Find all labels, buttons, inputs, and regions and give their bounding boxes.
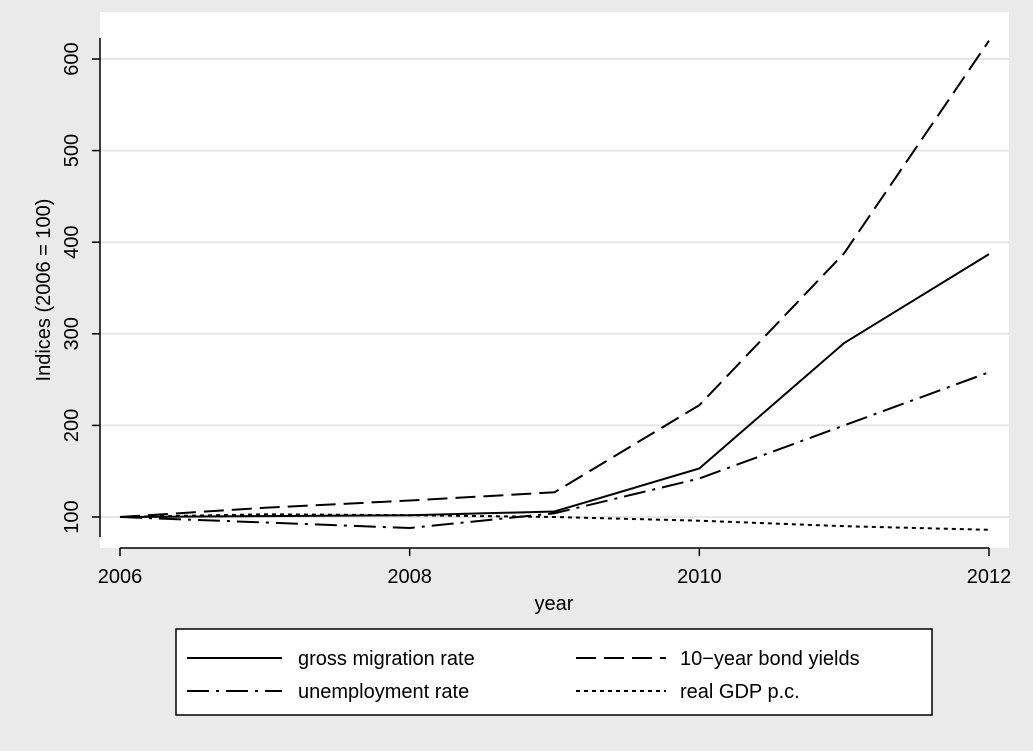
y-tick-label-100: 100 xyxy=(61,500,83,533)
series-line-2 xyxy=(119,371,990,530)
legend-label-2: unemployment rate xyxy=(298,681,469,703)
x-tick-label-2006: 2006 xyxy=(98,566,143,588)
series-lines xyxy=(119,40,990,531)
legend: gross migration rate 10−year bond yields u… xyxy=(175,628,933,716)
y-tick-label-200: 200 xyxy=(61,409,83,442)
y-tick-label-400: 400 xyxy=(61,226,83,259)
series-line-0 xyxy=(119,253,990,518)
x-tick-label-2010: 2010 xyxy=(677,566,722,588)
y-tick-label-500: 500 xyxy=(61,134,83,167)
series-line-1 xyxy=(119,40,990,518)
y-tick-label-600: 600 xyxy=(61,42,83,75)
legend-label-0: gross migration rate xyxy=(298,648,475,670)
legend-box xyxy=(175,628,933,716)
x-axis-title: year xyxy=(535,593,574,615)
axes: 100 200 300 400 500 600 2006 2008 2010 2012 xyxy=(61,38,1011,588)
series-line-3 xyxy=(119,513,990,531)
y-axis-title: Indices (2006 = 100) xyxy=(33,199,55,382)
legend-label-3: real GDP p.c. xyxy=(680,681,800,703)
x-tick-label-2008: 2008 xyxy=(387,566,432,588)
y-tick-label-300: 300 xyxy=(61,317,83,350)
x-tick-label-2012: 2012 xyxy=(967,566,1012,588)
plot-area xyxy=(100,12,1009,548)
legend-label-1: 10−year bond yields xyxy=(680,648,860,670)
